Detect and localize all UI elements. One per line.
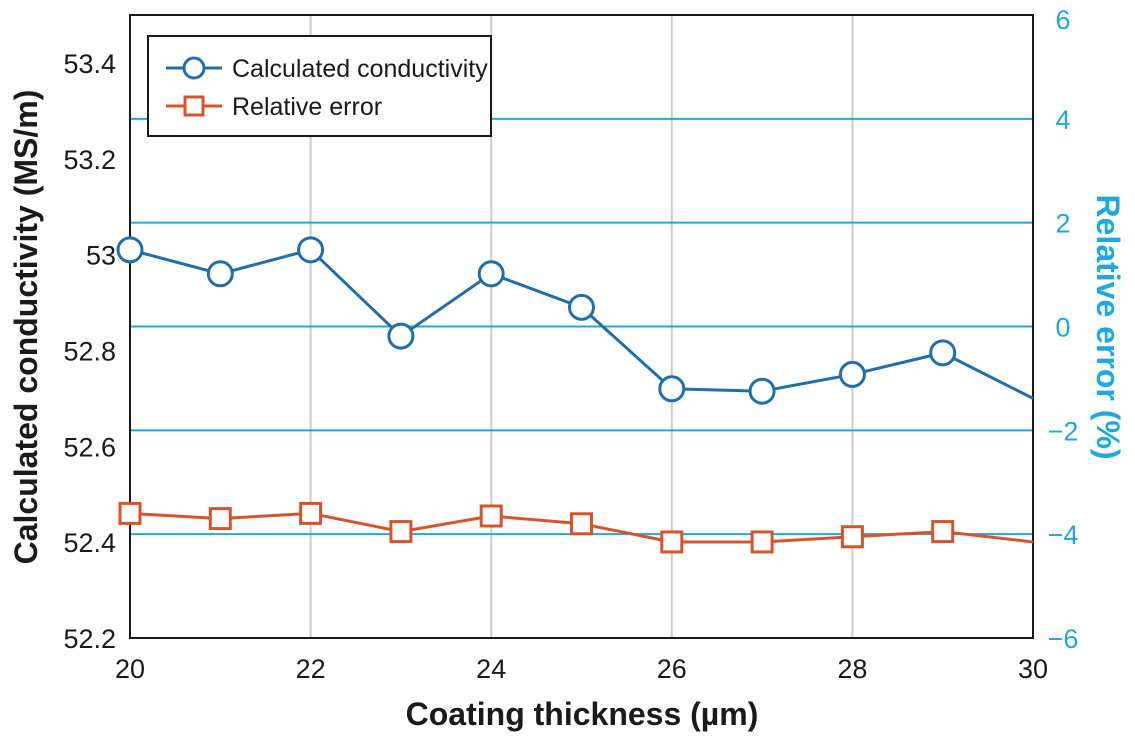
conductivity-point	[206, 260, 234, 288]
relative-error-point	[479, 504, 503, 528]
left-tick-label: 52.2	[63, 624, 116, 654]
series-layer	[116, 236, 1034, 554]
bottom-tick-label: 26	[657, 654, 687, 684]
bottom-tick-label: 20	[115, 654, 145, 684]
left-tick-label: 52.4	[63, 528, 116, 558]
relative-error-point	[840, 525, 864, 549]
legend-marker-circle	[182, 56, 206, 80]
relative-error-point	[570, 512, 593, 536]
left-tick-label: 53.2	[63, 145, 116, 175]
right-tick-label: −4	[1048, 520, 1079, 550]
legend-box	[147, 35, 492, 137]
bottom-tick-label: 28	[837, 654, 867, 684]
relative-error-point	[931, 520, 955, 544]
legend-label-conductivity: Calculated conductivity	[232, 55, 488, 83]
relative-error-point	[208, 507, 232, 531]
right-tick-label: 2	[1055, 209, 1070, 239]
horizontal-gridlines	[130, 117, 1033, 536]
conductivity-point	[838, 360, 866, 388]
relative-error-point	[660, 530, 684, 554]
relative-error-point	[299, 501, 323, 525]
bottom-tick-label: 24	[476, 654, 506, 684]
right-tick-label: −2	[1048, 416, 1079, 446]
bottom-axis-title: Coating thickness (µm)	[406, 696, 759, 732]
relative-error-point	[389, 520, 413, 544]
relative-error-point	[118, 501, 142, 525]
legend: Calculated conductivity Relative error	[147, 35, 492, 137]
relative-error-point	[750, 530, 774, 554]
right-tick-label: 0	[1055, 313, 1070, 343]
plot-frame	[129, 14, 1034, 639]
conductivity-point	[116, 236, 144, 264]
left-tick-label: 52.6	[63, 432, 116, 462]
conductivity-point	[748, 377, 776, 405]
left-tick-label: 52.8	[63, 336, 116, 366]
conductivity-point	[387, 322, 415, 350]
legend-marker-square	[183, 95, 205, 117]
conductivity-point	[568, 293, 595, 321]
conductivity-point	[658, 375, 686, 403]
right-axis-ticks: −6 −4 −2 0 2 4 6	[1048, 5, 1079, 654]
left-axis-title: Calculated conductivity (MS/m)	[8, 90, 44, 565]
left-axis-ticks: 52.2 52.4 52.6 52.8 53 53.2 53.4	[63, 49, 116, 654]
conductivity-point	[929, 339, 957, 367]
conductivity-point	[477, 260, 505, 288]
right-axis-title: Relative error (%)	[1090, 195, 1126, 460]
legend-label-error: Relative error	[232, 93, 382, 121]
bottom-tick-label: 22	[296, 654, 326, 684]
right-tick-label: −6	[1048, 624, 1079, 654]
conductivity-series-line	[129, 248, 1034, 400]
left-tick-label: 53	[86, 241, 116, 271]
right-tick-label: 4	[1055, 105, 1070, 135]
bottom-tick-label: 30	[1018, 654, 1048, 684]
left-tick-label: 53.4	[63, 49, 116, 79]
right-tick-label: 6	[1055, 5, 1070, 35]
conductivity-point	[297, 236, 325, 264]
bottom-axis-ticks: 20 22 24 26 28 30	[115, 654, 1048, 684]
